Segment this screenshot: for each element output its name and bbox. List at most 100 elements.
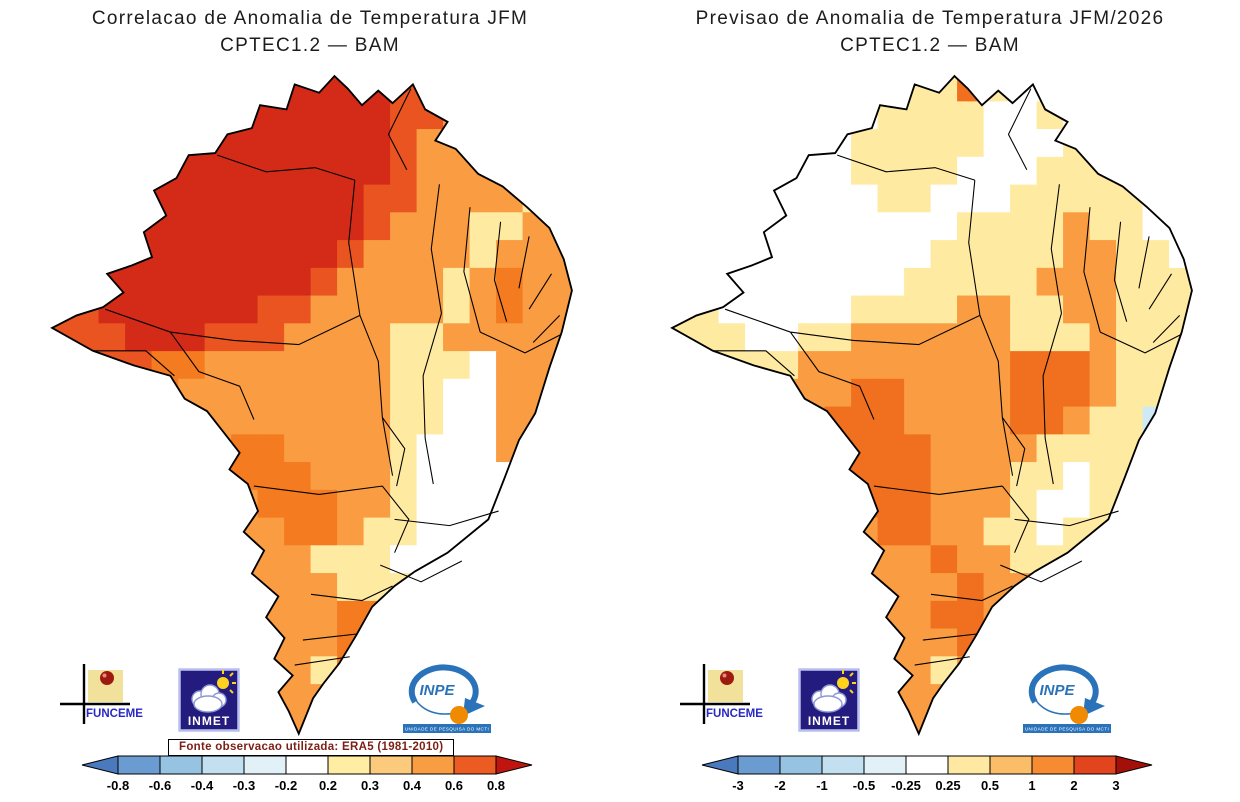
map-cell [125,600,153,630]
map-cell [337,378,365,408]
map-cell [443,573,471,602]
map-cell [443,101,471,130]
funceme-ball [720,671,734,685]
map-cell [798,434,826,463]
map-cell [1010,295,1038,325]
map-cell [231,129,259,158]
map-cell [957,156,985,186]
map-cell [284,351,312,380]
map-cell [957,462,985,491]
map-cell [957,600,985,630]
map-cell [824,406,852,436]
map-cell [877,351,905,380]
map-cell [390,267,418,297]
map-cell [52,489,73,519]
map-cell [672,129,693,158]
map-cell [284,212,312,241]
map-cell [672,462,693,491]
map-cell [390,406,418,436]
map-cell [125,434,153,463]
map-cell [257,656,285,685]
map-cell [151,101,179,130]
map-cell [904,517,932,547]
map-cell [1010,489,1038,519]
map-cell [1142,600,1170,630]
map-cell [363,406,391,436]
map-cell [1063,295,1091,325]
map-cell [310,351,338,380]
map-cell [363,156,391,186]
map-cell [522,76,550,103]
map-cell [930,545,958,574]
map-cell [692,517,720,547]
map-cell [443,267,471,297]
map-cell [851,267,879,297]
map-cell [310,184,338,214]
map-cell [692,545,720,574]
map-cell [692,129,720,158]
map-cell [983,711,1011,734]
map-cell [98,76,126,103]
brazil-map-correlation [50,74,573,737]
map-cell [469,267,497,297]
map-cell [416,489,444,519]
map-cell [337,462,365,491]
map-cell [469,129,497,158]
map-cell [549,711,572,734]
map-cell [1169,434,1192,463]
map-cell [1036,76,1064,103]
inmet-logo: INMET [798,668,860,732]
map-cell [1089,406,1117,436]
map-cell [692,434,720,463]
map-cell [1116,406,1144,436]
map-cell [1116,351,1144,380]
map-cell [178,295,206,325]
map-cell [231,628,259,658]
map-cell [549,489,572,519]
map-cell [310,406,338,436]
map-cell [257,378,285,408]
map-cell [231,184,259,214]
map-cell [522,378,550,408]
map-cell [151,462,179,491]
map-cell [125,517,153,547]
funceme-ball-glint [722,673,727,678]
map-cell [310,129,338,158]
map-cell [718,212,746,241]
map-cell [824,295,852,325]
map-cell [178,573,206,602]
map-cell [363,517,391,547]
map-cell [718,240,746,269]
map-cell [672,240,693,269]
map-cell [745,517,773,547]
map-cell [496,101,524,130]
colorbar-segment [327,755,371,775]
map-cell [1142,267,1170,297]
map-cell [469,212,497,241]
map-cell [824,156,852,186]
map-cell [549,267,572,297]
map-cell [1116,489,1144,519]
map-cell [231,406,259,436]
map-cell [390,434,418,463]
map-cell [549,184,572,214]
map-cell [1089,76,1117,103]
map-cell [1116,184,1144,214]
map-cell [1063,351,1091,380]
map-cell [98,517,126,547]
map-cell [1089,545,1117,574]
map-cell [824,489,852,519]
map-cell [496,711,524,734]
map-cell [851,76,879,103]
funceme-ball [100,671,114,685]
map-cell [1142,156,1170,186]
map-cell [151,156,179,186]
map-cell [72,517,100,547]
map-cell [983,656,1011,685]
map-cell [257,434,285,463]
panel-title: Correlacao de Anomalia de Temperatura JF… [0,5,620,59]
map-cell [125,101,153,130]
map-cell [1063,406,1091,436]
map-cell [522,545,550,574]
map-cell [98,600,126,630]
